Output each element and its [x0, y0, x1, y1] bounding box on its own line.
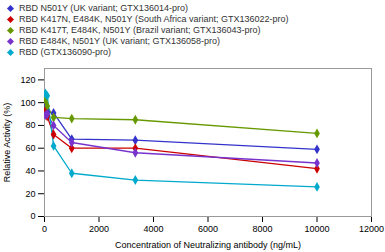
- svg-text:120: 120: [20, 75, 35, 85]
- svg-text:2000: 2000: [89, 224, 109, 234]
- svg-text:0: 0: [42, 224, 47, 234]
- svg-text:6000: 6000: [198, 224, 218, 234]
- svg-text:0: 0: [30, 211, 35, 221]
- svg-text:10000: 10000: [304, 224, 329, 234]
- html-text:RBD K417T, E484K, N501Y (Brazi: RBD K417T, E484K, N501Y (Brazil variant;…: [19, 25, 261, 35]
- svg-text:12000: 12000: [359, 224, 384, 234]
- svg-text:Concentration of Neutralizing: Concentration of Neutralizing antibody (…: [115, 240, 301, 250]
- svg-text:80: 80: [25, 120, 35, 130]
- svg-text:4000: 4000: [143, 224, 163, 234]
- svg-text:40: 40: [25, 166, 35, 176]
- html-text:RBD E484K, N501Y (UK variant;: RBD E484K, N501Y (UK variant; GTX136058-…: [19, 36, 220, 46]
- html-text:RBD K417N, E484K, N501Y (South: RBD K417N, E484K, N501Y (South Africa va…: [19, 14, 289, 24]
- svg-text:Relative Activity (%): Relative Activity (%): [2, 103, 12, 183]
- svg-text:100: 100: [20, 98, 35, 108]
- svg-text:60: 60: [25, 143, 35, 153]
- svg-text:20: 20: [25, 189, 35, 199]
- svg-text:8000: 8000: [252, 224, 272, 234]
- html-text:RBD N501Y (UK variant; GTX1360: RBD N501Y (UK variant; GTX136014-pro): [19, 3, 188, 13]
- html-text:RBD (GTX136090-pro): RBD (GTX136090-pro): [19, 47, 111, 57]
